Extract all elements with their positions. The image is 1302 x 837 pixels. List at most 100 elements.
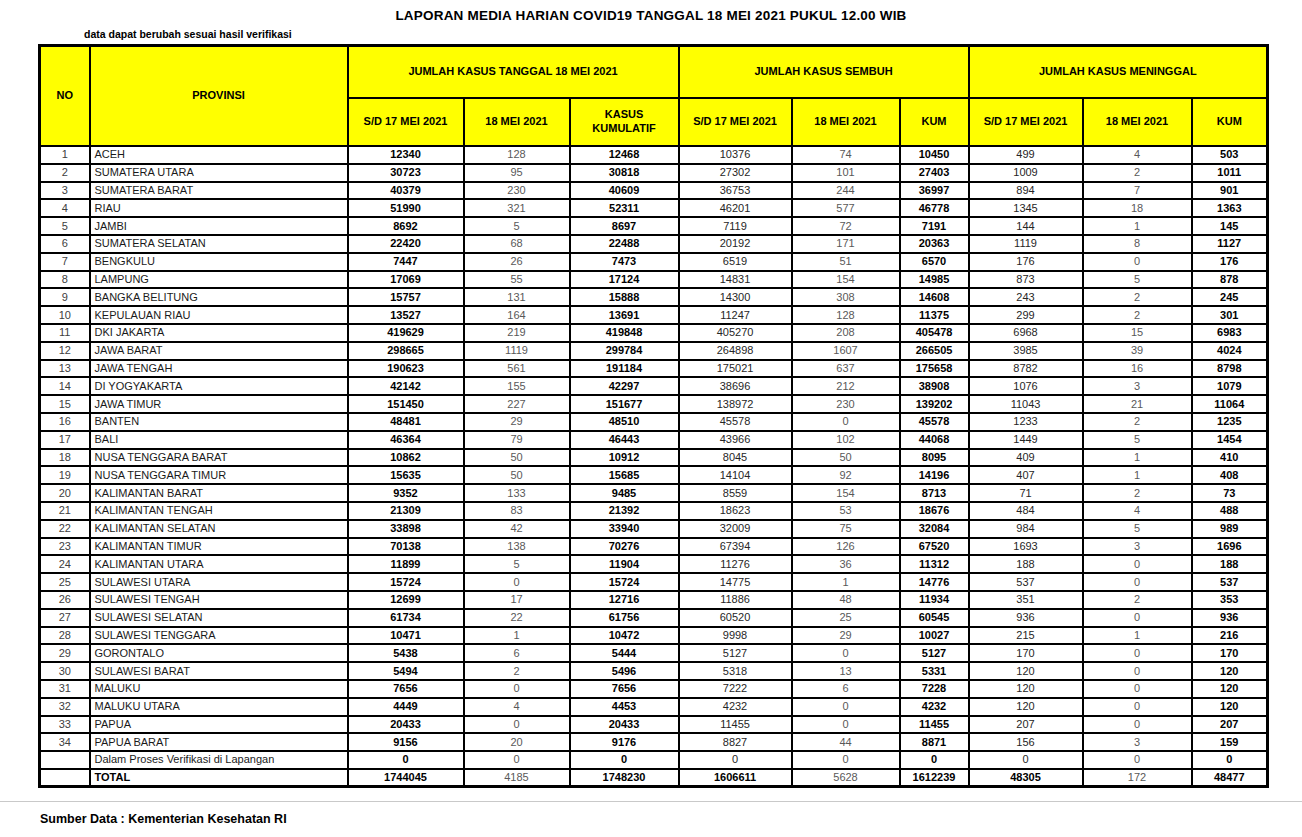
value-cell: 7656 [348, 680, 464, 698]
value-cell: 188 [969, 555, 1083, 573]
table-row: 6SUMATERA SELATAN22420682248820192171203… [40, 235, 1268, 253]
value-cell: 212 [792, 377, 900, 395]
value-cell: 9485 [570, 484, 679, 502]
value-cell: 18 [1083, 199, 1192, 217]
value-cell: 9998 [679, 627, 792, 645]
value-cell: 72 [792, 217, 900, 235]
covid-report-table: NO PROVINSI JUMLAH KASUS TANGGAL 18 MEI … [38, 44, 1269, 788]
value-cell: 20 [464, 733, 570, 751]
header-meninggal-kum: KUM [1192, 98, 1268, 146]
row-number-cell: 4 [40, 199, 90, 217]
value-cell: 15888 [570, 288, 679, 306]
value-cell: 22 [464, 609, 570, 627]
value-cell: 14776 [900, 573, 969, 591]
value-cell: 48510 [570, 413, 679, 431]
value-cell: 208 [792, 324, 900, 342]
row-number-cell: 11 [40, 324, 90, 342]
value-cell: 1233 [969, 413, 1083, 431]
value-cell: 120 [1192, 698, 1268, 716]
value-cell: 10472 [570, 627, 679, 645]
value-cell: 11455 [679, 716, 792, 734]
header-kasus-18: 18 MEI 2021 [464, 98, 570, 146]
table-row: 11DKI JAKARTA419629219419848405270208405… [40, 324, 1268, 342]
province-cell: KALIMANTAN TENGAH [90, 502, 348, 520]
value-cell: 0 [679, 751, 792, 769]
value-cell: 120 [1192, 662, 1268, 680]
value-cell: 5 [1083, 520, 1192, 538]
row-number-cell: 1 [40, 146, 90, 164]
value-cell: 2 [1083, 306, 1192, 324]
value-cell: 14608 [900, 288, 969, 306]
value-cell: 170 [1192, 644, 1268, 662]
value-cell: 9352 [348, 484, 464, 502]
value-cell: 12716 [570, 591, 679, 609]
table-row: 19NUSA TENGGARA TIMUR1563550156851410492… [40, 466, 1268, 484]
value-cell: 5 [1083, 271, 1192, 289]
value-cell: 11899 [348, 555, 464, 573]
value-cell: 0 [1083, 609, 1192, 627]
value-cell: 878 [1192, 271, 1268, 289]
value-cell: 0 [900, 751, 969, 769]
value-cell: 0 [792, 751, 900, 769]
value-cell: 8095 [900, 449, 969, 467]
province-cell: TOTAL [90, 769, 348, 787]
value-cell: 0 [1083, 662, 1192, 680]
value-cell: 405270 [679, 324, 792, 342]
value-cell: 36997 [900, 182, 969, 200]
value-cell: 61756 [570, 609, 679, 627]
province-cell: PAPUA [90, 716, 348, 734]
value-cell: 873 [969, 271, 1083, 289]
header-kasus-sd: S/D 17 MEI 2021 [348, 98, 464, 146]
value-cell: 30723 [348, 164, 464, 182]
table-row: 22KALIMANTAN SELATAN33898423394032009753… [40, 520, 1268, 538]
header-group-meninggal: JUMLAH KASUS MENINGGAL [969, 46, 1268, 99]
value-cell: 14985 [900, 271, 969, 289]
value-cell: 50 [464, 449, 570, 467]
value-cell: 18623 [679, 502, 792, 520]
value-cell: 419629 [348, 324, 464, 342]
value-cell: 0 [570, 751, 679, 769]
table-row: 16BANTEN48481294851045578045578123321235 [40, 413, 1268, 431]
table-row: 9BANGKA BELITUNG157571311588814300308146… [40, 288, 1268, 306]
value-cell: 0 [1083, 751, 1192, 769]
value-cell: 2 [464, 662, 570, 680]
province-cell: GORONTALO [90, 644, 348, 662]
province-cell: BENGKULU [90, 253, 348, 271]
value-cell: 68 [464, 235, 570, 253]
value-cell: 67394 [679, 538, 792, 556]
value-cell: 12340 [348, 146, 464, 164]
value-cell: 7 [1083, 182, 1192, 200]
province-cell: ACEH [90, 146, 348, 164]
value-cell: 1076 [969, 377, 1083, 395]
value-cell: 2 [1083, 288, 1192, 306]
row-number-cell: 25 [40, 573, 90, 591]
row-number-cell: 28 [40, 627, 90, 645]
value-cell: 0 [1083, 698, 1192, 716]
value-cell: 14775 [679, 573, 792, 591]
value-cell: 38696 [679, 377, 792, 395]
value-cell: 6968 [969, 324, 1083, 342]
province-cell: LAMPUNG [90, 271, 348, 289]
table-row: 3SUMATERA BARAT4037923040609367532443699… [40, 182, 1268, 200]
value-cell: 537 [1192, 573, 1268, 591]
value-cell: 484 [969, 502, 1083, 520]
value-cell: 10376 [679, 146, 792, 164]
value-cell: 133 [464, 484, 570, 502]
value-cell: 5 [464, 555, 570, 573]
province-cell: Dalam Proses Verifikasi di Lapangan [90, 751, 348, 769]
value-cell: 1079 [1192, 377, 1268, 395]
value-cell: 42297 [570, 377, 679, 395]
value-cell: 2 [1083, 484, 1192, 502]
value-cell: 0 [464, 680, 570, 698]
row-number-cell: 27 [40, 609, 90, 627]
value-cell: 191184 [570, 360, 679, 378]
value-cell: 74 [792, 146, 900, 164]
value-cell: 0 [1192, 751, 1268, 769]
value-cell: 17069 [348, 271, 464, 289]
table-row: 30SULAWESI BARAT549425496531813533112001… [40, 662, 1268, 680]
value-cell: 0 [792, 716, 900, 734]
value-cell: 45578 [900, 413, 969, 431]
value-cell: 410 [1192, 449, 1268, 467]
province-cell: JAWA TENGAH [90, 360, 348, 378]
value-cell: 637 [792, 360, 900, 378]
